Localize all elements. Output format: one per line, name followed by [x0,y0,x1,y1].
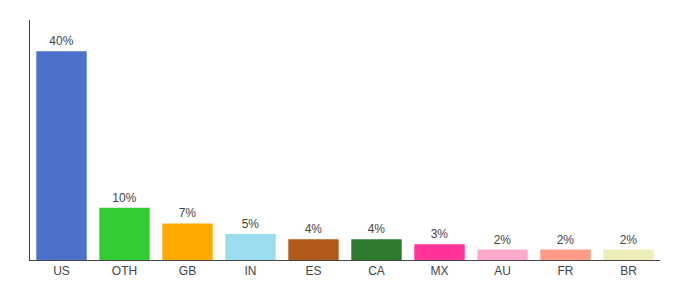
svg-text:GB: GB [179,264,196,278]
svg-text:2%: 2% [557,233,575,247]
svg-text:2%: 2% [494,233,512,247]
svg-text:4%: 4% [305,222,323,236]
svg-text:AU: AU [494,264,511,278]
svg-text:ES: ES [305,264,321,278]
svg-text:4%: 4% [368,222,386,236]
svg-text:7%: 7% [179,206,197,220]
svg-text:IN: IN [245,264,257,278]
svg-text:2%: 2% [620,233,638,247]
svg-text:3%: 3% [431,227,449,241]
svg-text:40%: 40% [49,34,73,48]
svg-text:10%: 10% [112,191,136,205]
svg-text:OTH: OTH [112,264,137,278]
svg-text:MX: MX [431,264,449,278]
svg-text:CA: CA [368,264,385,278]
svg-text:FR: FR [558,264,574,278]
svg-text:US: US [53,264,70,278]
svg-text:5%: 5% [242,217,260,231]
svg-text:BR: BR [620,264,637,278]
